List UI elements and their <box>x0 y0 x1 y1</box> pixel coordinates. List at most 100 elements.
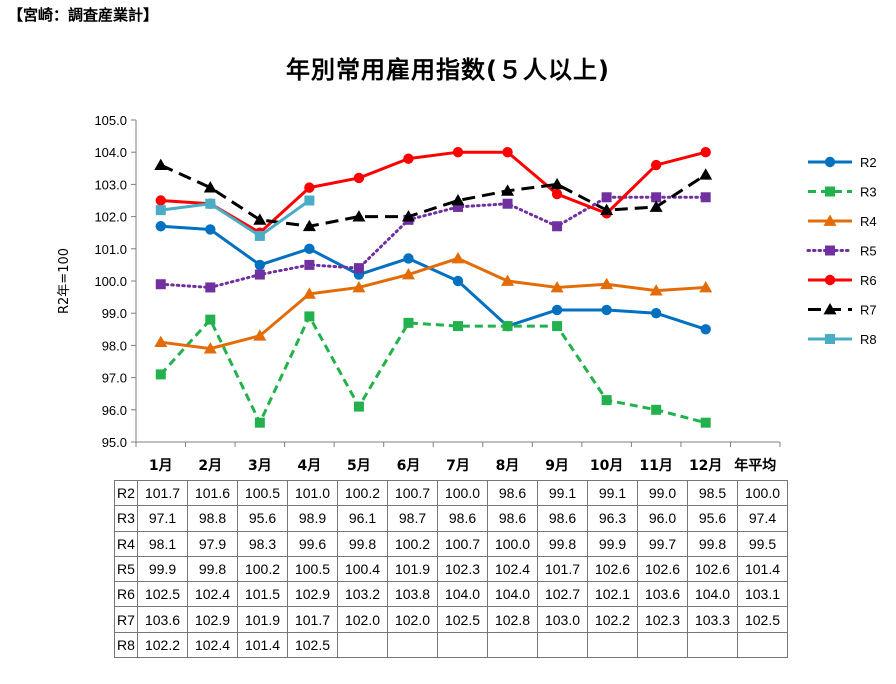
table-cell: 103.3 <box>687 606 738 633</box>
table-cell: 103.6 <box>637 581 688 608</box>
data-point-r2 <box>452 275 464 287</box>
table-cell: 102.5 <box>137 581 188 608</box>
data-point-r3 <box>205 314 216 325</box>
legend-label-r8: R8 <box>860 332 877 347</box>
table-cell: 98.1 <box>137 530 188 557</box>
table-cell: 101.5 <box>237 581 288 608</box>
y-tick-label: 104.0 <box>94 145 127 160</box>
x-tick-label: 7月 <box>446 458 470 474</box>
table-cell: 100.2 <box>387 530 438 557</box>
table-cell: 95.6 <box>687 505 738 532</box>
table-cell: 102.9 <box>287 581 338 608</box>
data-point-r2 <box>205 224 216 235</box>
table-cell <box>437 631 488 659</box>
x-tick-label: 11月 <box>639 458 672 474</box>
data-point-r7 <box>600 203 614 216</box>
data-point-r6 <box>502 147 513 158</box>
data-point-r2 <box>304 243 315 254</box>
data-point-r4 <box>203 342 217 354</box>
legend-label-r6: R6 <box>860 273 877 288</box>
y-tick-label: 98.0 <box>102 338 127 353</box>
table-cell: 100.7 <box>437 530 488 557</box>
data-point-r8 <box>155 205 166 216</box>
table-row-r2: R2 101.7 101.6 100.5 101.0 100.2 100.7 100.0 98.… <box>114 479 788 507</box>
series-line-r2 <box>160 224 707 331</box>
chart-title: 年別常用雇用指数(５人以上) <box>286 56 610 84</box>
series-line-r5 <box>159 195 708 289</box>
table-cell: 101.7 <box>537 555 588 583</box>
series-lines <box>154 147 713 428</box>
table-cell: 98.9 <box>287 505 338 532</box>
y-tick-label: 101.0 <box>94 242 127 257</box>
data-point-r4 <box>600 277 614 290</box>
table-cell: 98.8 <box>187 505 238 532</box>
table-cell: 100.4 <box>337 555 388 583</box>
table-row-label: R6 <box>114 581 138 608</box>
table-cell <box>587 631 638 659</box>
table-cell <box>337 631 388 659</box>
table-cell: 99.8 <box>337 530 388 557</box>
source-label: 【宮崎：調査産業計】 <box>8 6 159 24</box>
table-row-r3: R3 97.1 98.8 95.6 98.9 96.1 98.7 98.6 98.6 98.6 96… <box>114 505 788 532</box>
table-cell: 102.6 <box>587 555 638 583</box>
x-tick-label: 9月 <box>545 458 569 474</box>
data-point-r4 <box>699 280 713 293</box>
data-point-r7 <box>352 210 366 222</box>
table-cell: 102.4 <box>487 555 538 583</box>
x-tick-label: 3月 <box>248 458 272 474</box>
data-point-r7 <box>649 200 663 212</box>
data-point-r3 <box>254 417 265 428</box>
table-row-label: R8 <box>114 631 138 659</box>
table-cell: 102.9 <box>187 606 238 633</box>
table-cell: 100.2 <box>237 555 288 583</box>
data-point-r8 <box>304 195 315 206</box>
data-point-r2 <box>650 308 662 319</box>
data-point-r2 <box>254 259 266 271</box>
table-cell: 97.4 <box>737 505 788 532</box>
y-tick-label: 95.0 <box>102 435 127 450</box>
data-point-r3 <box>502 321 513 332</box>
table-row-r8: R8 102.2 102.4 101.4 102.5 <box>114 631 788 659</box>
table-cell: 102.5 <box>737 606 788 633</box>
legend-marker-r6 <box>824 274 836 286</box>
table-cell: 99.6 <box>287 530 338 557</box>
data-point-r3 <box>403 317 414 328</box>
table-cell: 101.7 <box>287 606 338 633</box>
data-point-r6 <box>452 147 464 158</box>
table-cell: 99.8 <box>187 555 238 583</box>
data-point-r2 <box>403 253 414 264</box>
table-cell: 102.3 <box>637 606 688 633</box>
table-row-r5: R5 99.9 99.8 100.2 100.5 100.4 101.9 102.3 102.4… <box>114 555 788 583</box>
legend-marker-r2 <box>824 156 836 168</box>
table-cell: 100.0 <box>737 479 788 507</box>
x-tick-label: 4月 <box>298 458 322 474</box>
series-line-r7 <box>160 163 707 228</box>
table-cell: 99.7 <box>637 530 688 557</box>
table-cell: 103.2 <box>337 581 388 608</box>
data-point-r5 <box>304 259 315 270</box>
y-tick-label: 100.0 <box>94 274 127 289</box>
table-cell: 100.5 <box>287 555 338 583</box>
table-cell: 102.5 <box>437 606 488 633</box>
data-point-r6 <box>403 153 414 164</box>
table-cell: 102.6 <box>687 555 738 583</box>
data-point-r5 <box>502 198 513 209</box>
table-cell: 101.4 <box>237 631 288 659</box>
data-point-r5 <box>353 263 364 274</box>
data-point-r4 <box>154 335 168 348</box>
data-point-r2 <box>551 304 563 316</box>
data-point-r5 <box>601 192 612 203</box>
data-point-r2 <box>601 304 612 316</box>
table-cell: 99.1 <box>537 479 588 507</box>
table-row-r7: R7 103.6 102.9 101.9 101.7 102.0 102.0 102.5 102… <box>114 606 788 633</box>
table-cell <box>687 631 738 659</box>
table-row-label: R5 <box>114 555 138 583</box>
table-cell: 96.3 <box>587 505 638 532</box>
table-cell: 98.5 <box>687 479 738 507</box>
data-point-r7 <box>550 177 564 190</box>
table-cell: 103.6 <box>137 606 188 633</box>
x-tick-label: 1月 <box>149 458 173 474</box>
legend-label-r5: R5 <box>860 244 877 259</box>
x-tick-label: 12月 <box>689 458 722 474</box>
